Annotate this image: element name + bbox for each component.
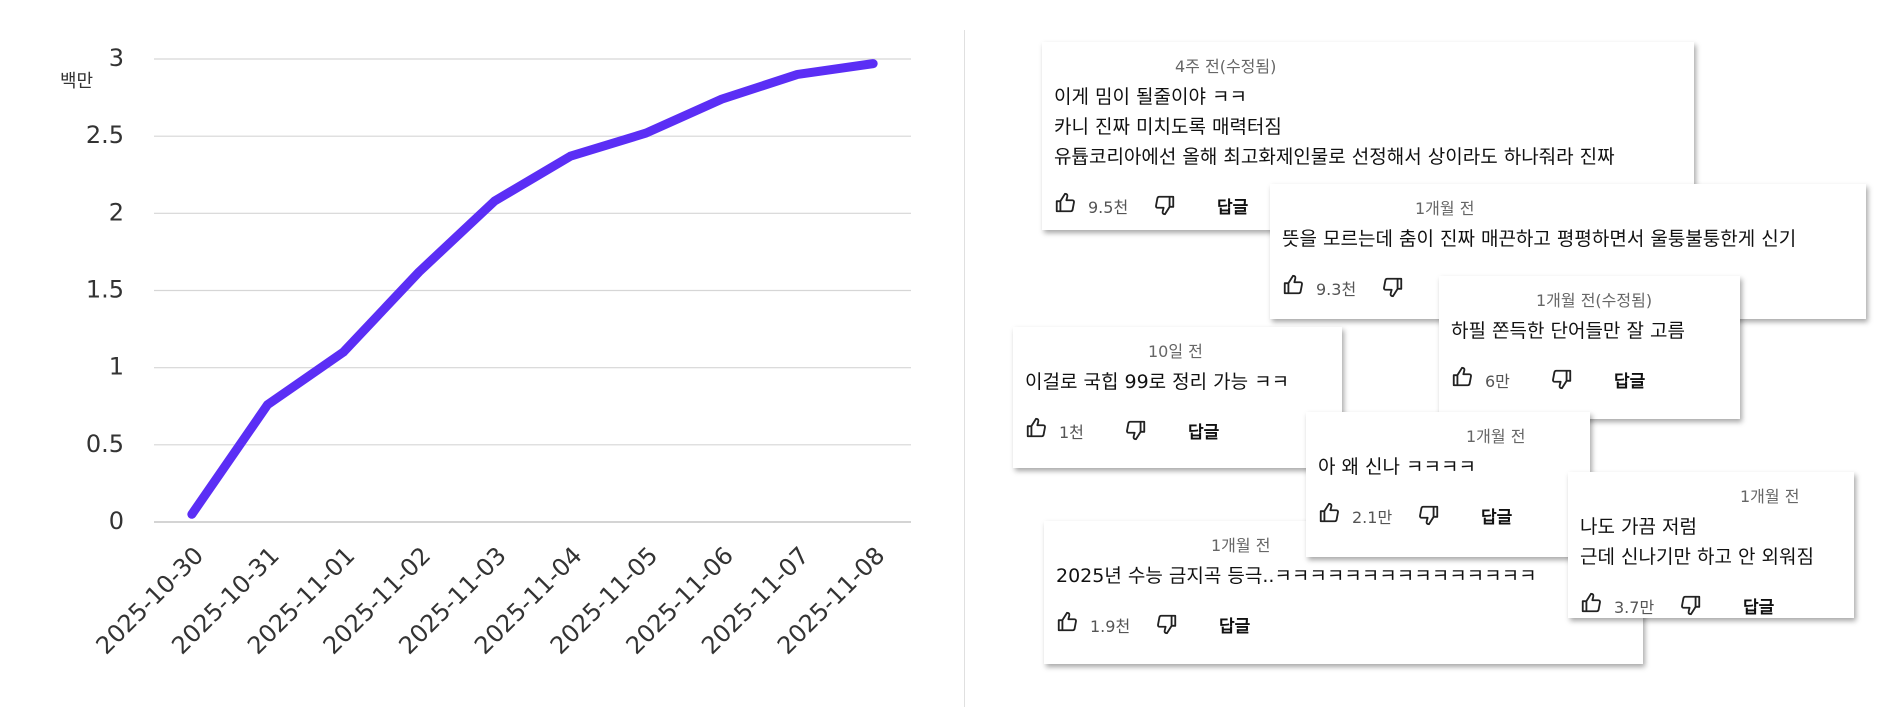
reply-button[interactable]: 답글: [1743, 598, 1775, 618]
like-count: 9.5천: [1088, 198, 1129, 217]
icon: [1026, 417, 1046, 438]
dislike-button[interactable]: [1154, 194, 1176, 220]
icon: [1681, 595, 1701, 616]
comment-text: 근데 신나기만 하고 안 외워짐: [1580, 546, 1814, 568]
comment-text: 아 왜 신나 ㅋㅋㅋㅋ: [1318, 456, 1476, 478]
icon: [1552, 369, 1572, 390]
comment-time: 4주 전(수정됨): [1175, 57, 1277, 76]
dislike-button[interactable]: [1156, 613, 1178, 639]
comment-text: 하필 쫀득한 단어들만 잘 고름: [1451, 320, 1685, 342]
data-line: [187, 59, 878, 519]
like-count: 3.7만: [1614, 598, 1655, 617]
like-count: 1.9천: [1090, 617, 1131, 636]
comment-text: 이게 밈이 될줄이야 ㅋㅋ: [1054, 86, 1247, 108]
like-button[interactable]: [1025, 417, 1047, 443]
reply-button[interactable]: 답글: [1217, 198, 1249, 218]
like-button[interactable]: [1451, 366, 1473, 392]
icon: [1057, 611, 1077, 632]
comment-text: 나도 가끔 저럼: [1580, 516, 1697, 538]
comment-time: 1개월 전: [1740, 487, 1800, 506]
like-count: 1천: [1059, 423, 1084, 442]
dislike-button[interactable]: [1551, 368, 1573, 394]
y-tick-label: 0.5: [86, 430, 124, 458]
like-count: 6만: [1485, 372, 1510, 391]
icon: [1581, 592, 1601, 613]
comment-time: 1개월 전: [1466, 427, 1526, 446]
like-button[interactable]: [1054, 192, 1076, 218]
like-button[interactable]: [1282, 274, 1304, 300]
comment-time: 1개월 전: [1211, 536, 1271, 555]
icon: [1155, 195, 1175, 216]
like-button[interactable]: [1318, 502, 1340, 528]
comment-time: 10일 전: [1148, 342, 1203, 361]
icon: [1419, 505, 1439, 526]
reply-button[interactable]: 답글: [1614, 372, 1646, 392]
y-tick-label: 1.5: [86, 276, 124, 304]
comment-card: 1개월 전(수정됨) 하필 쫀득한 단어들만 잘 고름 6만 답글: [1439, 276, 1740, 419]
comment-text: 뜻을 모르는데 춤이 진짜 매끈하고 평평하면서 울퉁불퉁한게 신기: [1282, 228, 1797, 250]
icon: [1383, 277, 1403, 298]
reply-button[interactable]: 답글: [1188, 423, 1220, 443]
reply-button[interactable]: 답글: [1481, 508, 1513, 528]
icon: [1283, 274, 1303, 295]
comment-time: 1개월 전: [1415, 199, 1475, 218]
dislike-button[interactable]: [1125, 419, 1147, 445]
dislike-button[interactable]: [1382, 276, 1404, 302]
dislike-button[interactable]: [1418, 504, 1440, 530]
like-button[interactable]: [1580, 592, 1602, 618]
comment-text: 이걸로 국힙 99로 정리 가능 ㅋㅋ: [1025, 371, 1290, 393]
reply-button[interactable]: 답글: [1219, 617, 1251, 637]
divider: [964, 30, 965, 707]
icon: [1157, 614, 1177, 635]
comment-text: 카니 진짜 미치도록 매력터짐: [1054, 116, 1282, 138]
dislike-button[interactable]: [1680, 594, 1702, 618]
icon: [1452, 366, 1472, 387]
y-tick-label: 0: [109, 507, 124, 535]
y-tick-label: 2.5: [86, 121, 124, 149]
like-count: 2.1만: [1352, 508, 1393, 527]
comment-text: 유튭코리아에선 올해 최고화제인물로 선정해서 상이라도 하나줘라 진짜: [1054, 146, 1615, 168]
comment-text: 2025년 수능 금지곡 등극..ㅋㅋㅋㅋㅋㅋㅋㅋㅋㅋㅋㅋㅋㅋㅋ: [1056, 565, 1537, 587]
icon: [1055, 192, 1075, 213]
icon: [1319, 502, 1339, 523]
comment-time: 1개월 전(수정됨): [1536, 291, 1653, 310]
y-tick-label: 3: [109, 44, 124, 72]
icon: [1126, 420, 1146, 441]
y-tick-label: 2: [109, 198, 124, 226]
y-tick-label: 1: [109, 353, 124, 381]
like-button[interactable]: [1056, 611, 1078, 637]
like-count: 9.3천: [1316, 280, 1357, 299]
chart: 백만 00.511.522.532025-10-302025-10-312025…: [60, 44, 911, 660]
y-unit: 백만: [60, 71, 93, 92]
